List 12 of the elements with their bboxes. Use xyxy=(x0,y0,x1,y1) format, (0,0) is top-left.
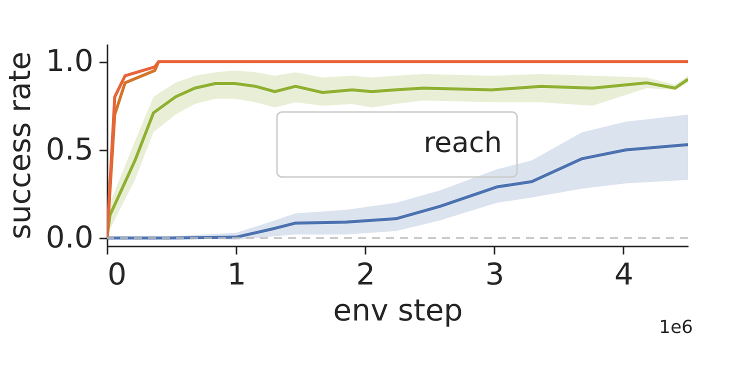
y-tick-label: 0.0 xyxy=(46,220,94,256)
y-tick-label: 1.0 xyxy=(46,44,94,80)
annotation: reach xyxy=(424,126,502,159)
x-axis-title: env step xyxy=(333,294,463,328)
text: 1e6 xyxy=(659,317,693,338)
y-axis-title: success rate xyxy=(2,52,38,240)
y-tick-label: 0.5 xyxy=(46,132,94,168)
x-tick-label: 1 xyxy=(227,258,246,292)
x-tick-label: 4 xyxy=(614,258,634,292)
x-tick-label: 0 xyxy=(108,258,127,292)
x-tick-label: 2 xyxy=(356,258,376,292)
x-tick-label: 3 xyxy=(485,258,504,292)
